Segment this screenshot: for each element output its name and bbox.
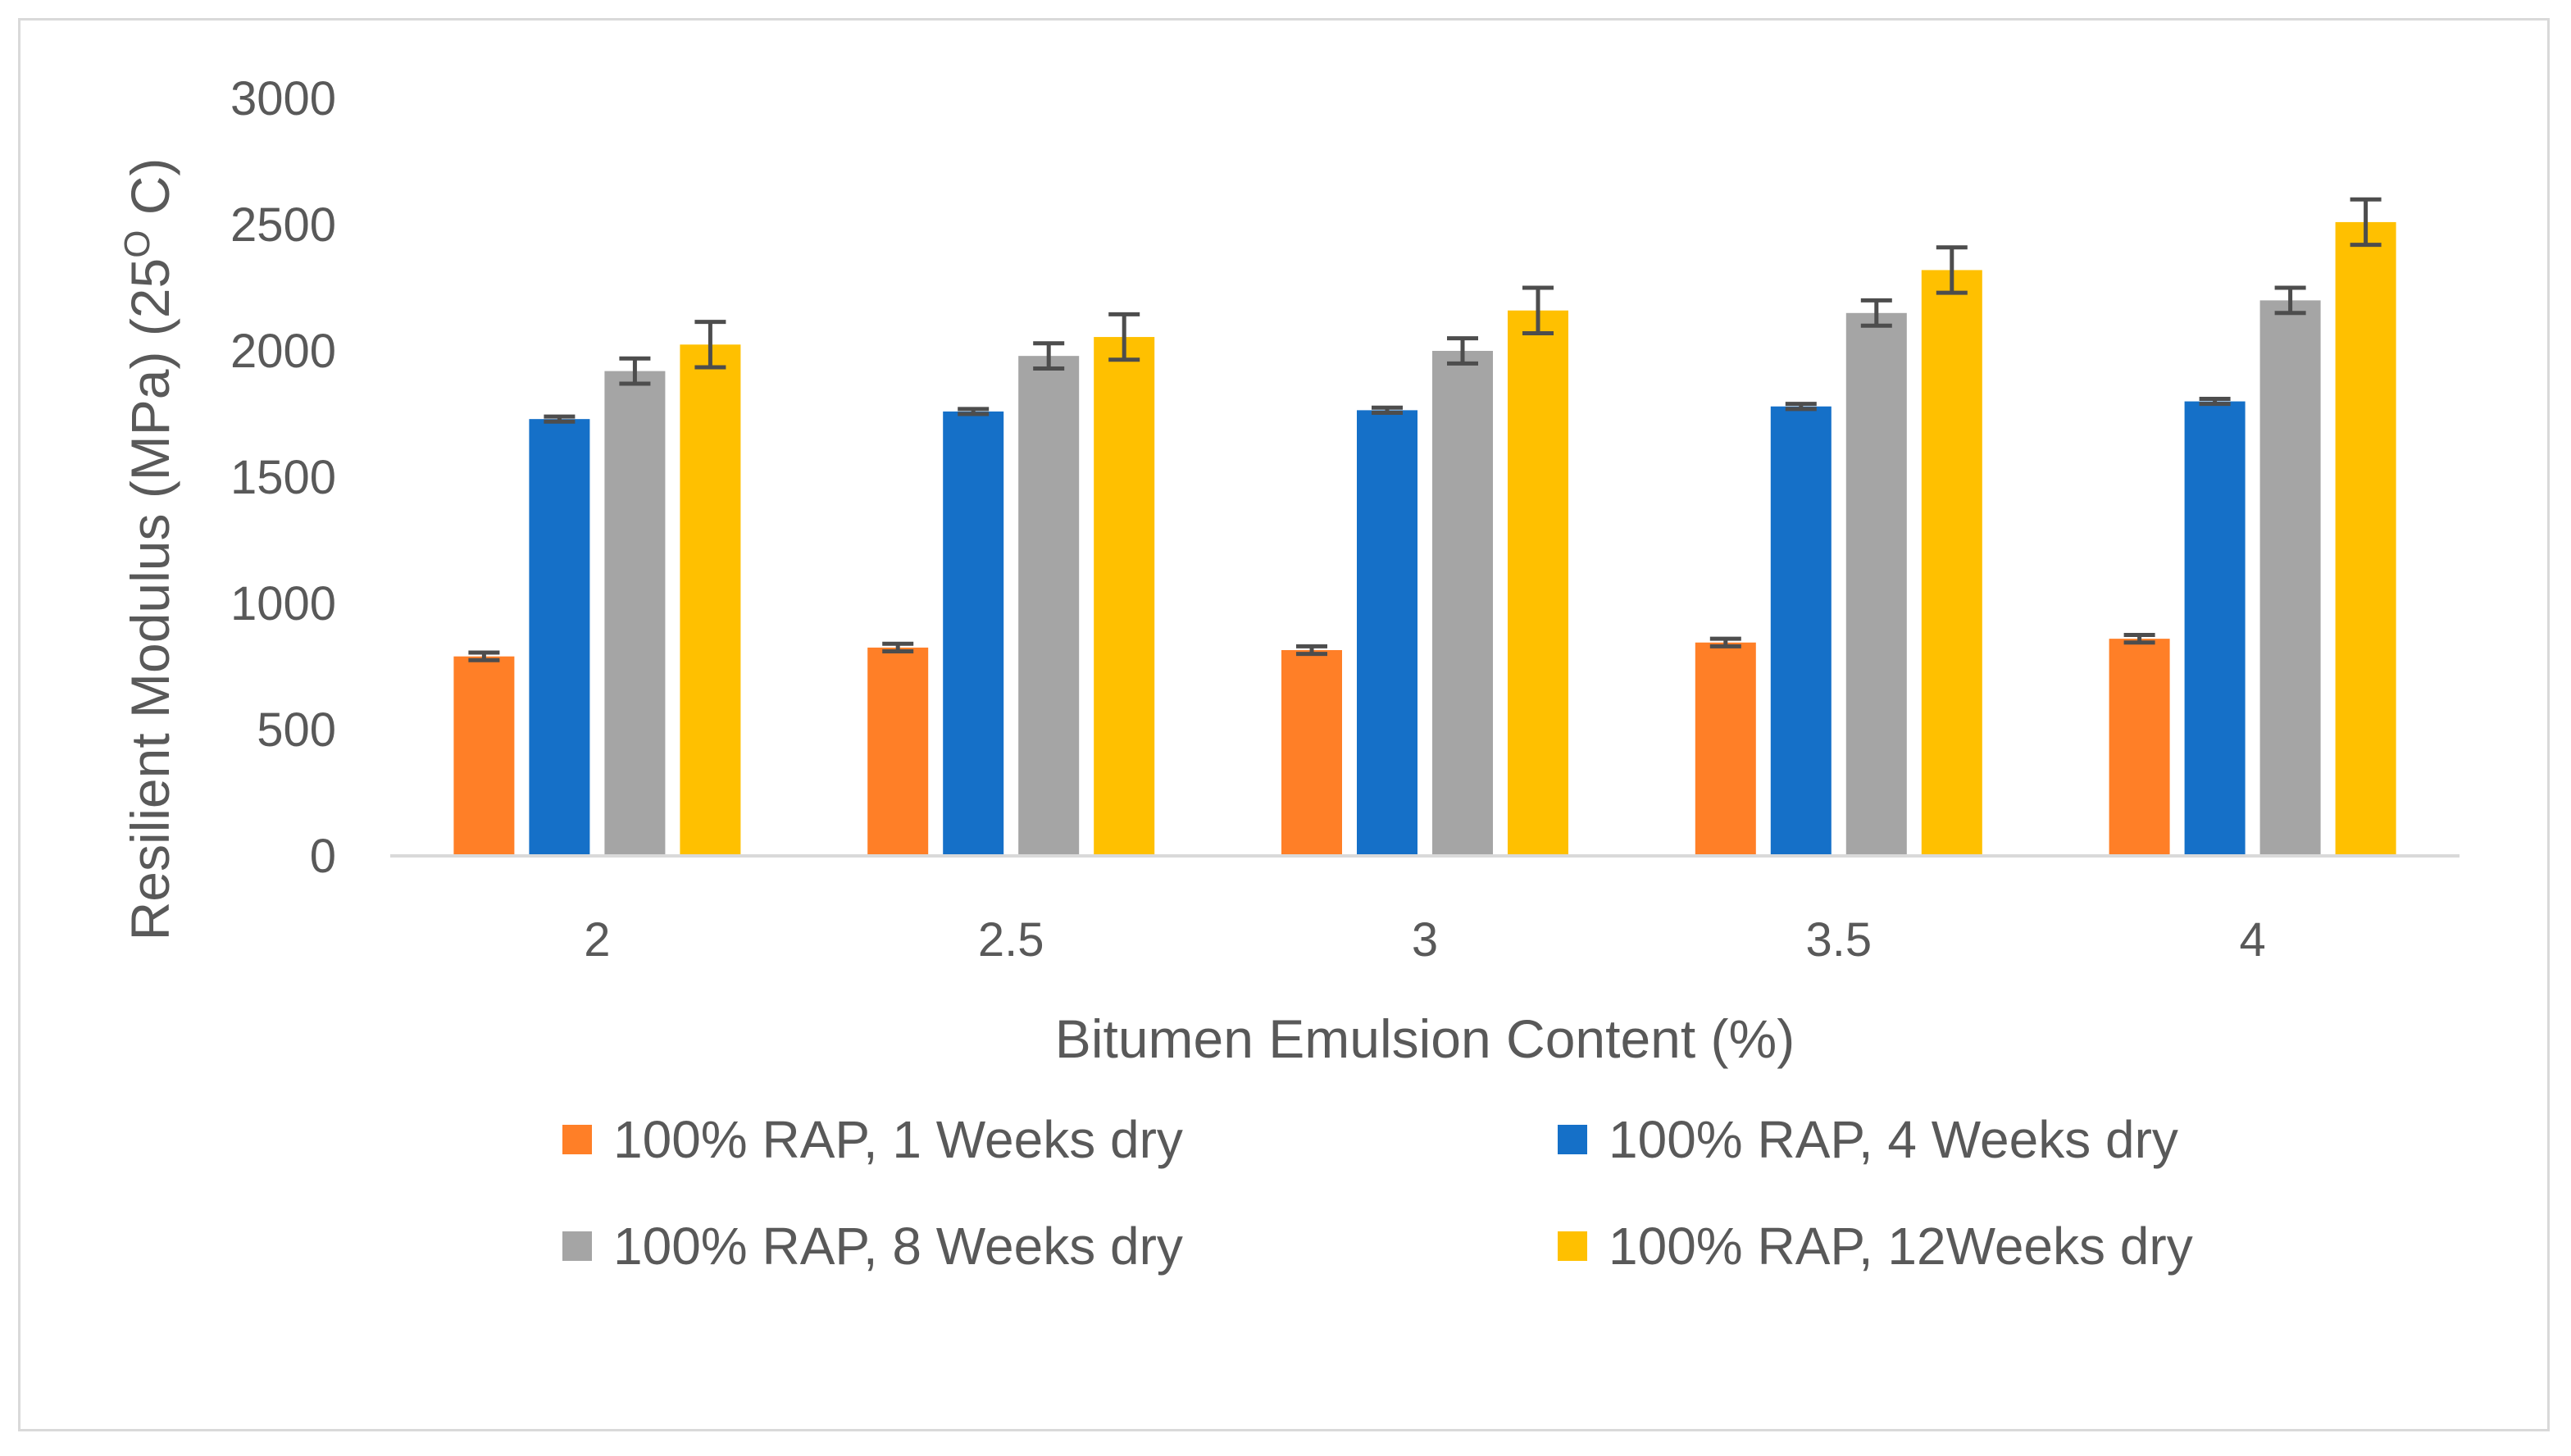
- error-bar: [694, 320, 726, 370]
- bar: [2184, 401, 2246, 857]
- legend-item: 100% RAP, 4 Weeks dry: [1558, 1110, 2178, 1169]
- error-bar: [619, 356, 651, 386]
- y-axis-ticks: 0 500 1000 1500 2000 2500 3000: [230, 72, 336, 883]
- bar: [1921, 270, 1982, 856]
- legend-label: 100% RAP, 8 Weeks dry: [613, 1217, 1183, 1276]
- legend-swatch: [562, 1231, 592, 1261]
- bar: [1357, 410, 1417, 856]
- error-bar: [468, 650, 500, 662]
- bar: [1770, 406, 1832, 856]
- y-tick-label: 3000: [230, 72, 336, 125]
- error-bar: [1709, 636, 1741, 648]
- x-tick-label: 3.5: [1805, 913, 1872, 967]
- legend-swatch: [562, 1125, 592, 1154]
- legend-item: 100% RAP, 12Weeks dry: [1558, 1217, 2193, 1276]
- y-axis-title-suffix: C): [120, 158, 180, 230]
- error-bar: [1785, 402, 1817, 412]
- x-tick-label: 2: [584, 913, 610, 967]
- bar: [2109, 639, 2170, 856]
- y-tick-label: 2000: [230, 325, 336, 378]
- legend-item: 100% RAP, 8 Weeks dry: [562, 1217, 1183, 1276]
- error-bar: [2274, 285, 2306, 316]
- y-axis-title-main: Resilient Modulus (MPa) (25: [120, 258, 180, 941]
- bar: [1845, 312, 1907, 856]
- bar: [453, 656, 515, 856]
- error-bar: [882, 641, 914, 654]
- error-bar: [1522, 285, 1554, 335]
- bar: [867, 647, 929, 856]
- bar: [2335, 221, 2396, 856]
- legend: 100% RAP, 1 Weeks dry 100% RAP, 4 Weeks d…: [562, 1110, 2193, 1276]
- error-bar: [1936, 245, 1968, 295]
- y-tick-label: 0: [310, 830, 336, 883]
- y-axis-title-superscript: O: [117, 230, 157, 258]
- error-bars: [468, 197, 2382, 662]
- x-tick-label: 2.5: [978, 913, 1044, 967]
- error-bar: [1108, 312, 1140, 362]
- error-bar: [1447, 336, 1478, 366]
- legend-swatch: [1558, 1125, 1587, 1154]
- bar: [529, 419, 590, 856]
- error-bar: [1860, 298, 1892, 328]
- error-bar: [544, 414, 576, 424]
- x-tick-label: 3: [1412, 913, 1438, 967]
- bar: [1094, 337, 1155, 856]
- error-bar: [958, 407, 990, 416]
- legend-item: 100% RAP, 1 Weeks dry: [562, 1110, 1183, 1169]
- x-axis-title: Bitumen Emulsion Content (%): [1055, 1008, 1795, 1069]
- error-bar: [1372, 405, 1403, 415]
- error-bar: [2199, 397, 2231, 407]
- bar: [1432, 351, 1493, 856]
- y-tick-label: 1000: [230, 577, 336, 630]
- bar: [1508, 310, 1568, 857]
- legend-label: 100% RAP, 12Weeks dry: [1609, 1217, 2193, 1276]
- x-tick-label: 4: [2239, 913, 2265, 967]
- y-axis-title: Resilient Modulus (MPa) (25O C): [117, 158, 180, 941]
- bar: [943, 411, 1004, 856]
- y-tick-label: 2500: [230, 198, 336, 252]
- bar: [1018, 356, 1080, 856]
- y-tick-label: 1500: [230, 451, 336, 504]
- error-bar: [1296, 644, 1327, 657]
- legend-label: 100% RAP, 4 Weeks dry: [1609, 1110, 2178, 1169]
- legend-label: 100% RAP, 1 Weeks dry: [613, 1110, 1183, 1169]
- bar: [680, 344, 741, 856]
- x-axis-ticks: 2 2.5 3 3.5 4: [584, 913, 2265, 967]
- error-bar: [2350, 197, 2382, 248]
- bars: [453, 221, 2396, 857]
- error-bar: [2123, 633, 2155, 645]
- legend-swatch: [1558, 1231, 1587, 1261]
- bar: [1695, 642, 1756, 856]
- bar: [2259, 300, 2321, 856]
- error-bar: [1033, 341, 1065, 371]
- y-tick-label: 500: [257, 703, 336, 757]
- bar: [604, 371, 666, 856]
- bar: [1281, 649, 1342, 856]
